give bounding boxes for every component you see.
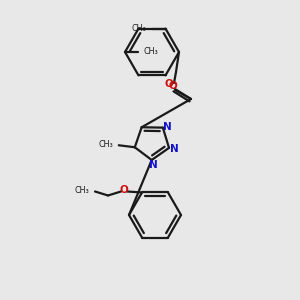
Text: O: O xyxy=(120,185,128,196)
Text: CH₃: CH₃ xyxy=(132,24,146,33)
Text: O: O xyxy=(169,81,177,91)
Text: N: N xyxy=(169,144,178,154)
Text: CH₃: CH₃ xyxy=(98,140,113,149)
Text: O: O xyxy=(165,79,173,89)
Text: CH₃: CH₃ xyxy=(74,186,89,195)
Text: CH₃: CH₃ xyxy=(143,47,158,56)
Text: N: N xyxy=(164,122,172,132)
Text: N: N xyxy=(149,160,158,170)
